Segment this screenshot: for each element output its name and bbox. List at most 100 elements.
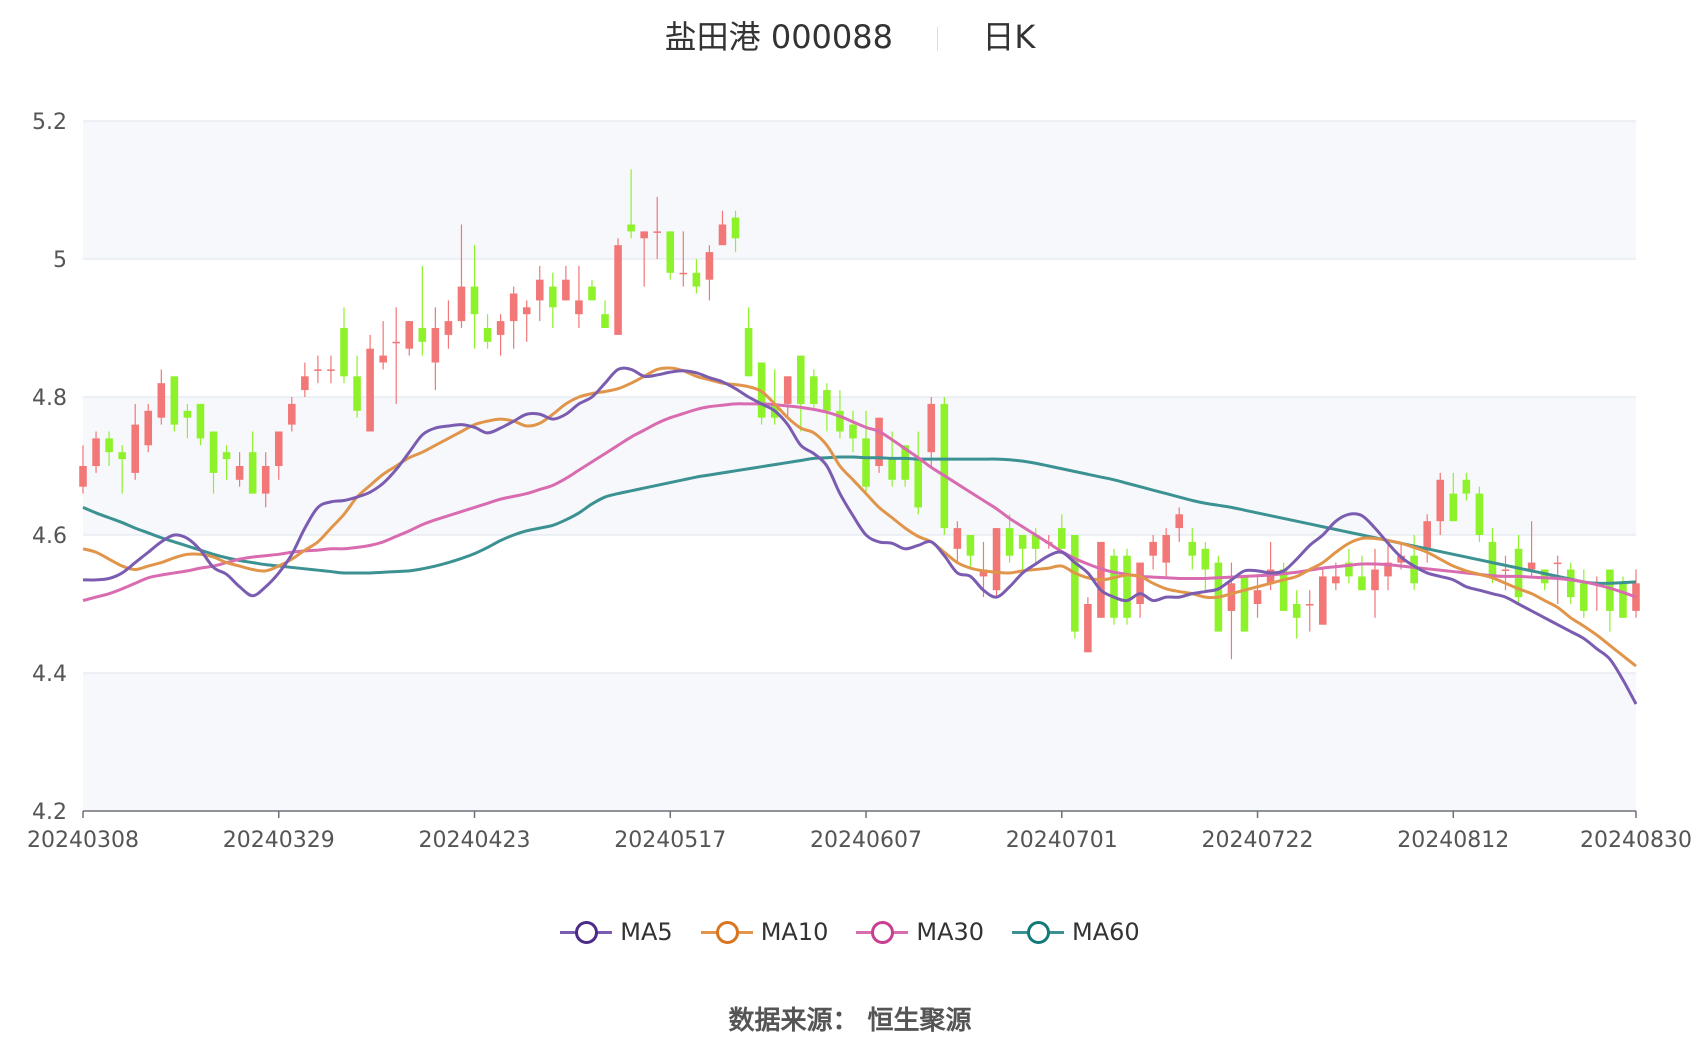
- y-tick-label: 4.8: [32, 386, 67, 411]
- candle-body: [1475, 493, 1484, 535]
- candle-body: [1253, 590, 1262, 604]
- candle: [1057, 514, 1066, 549]
- y-tick-label: 5.2: [32, 110, 67, 135]
- data-source: 数据来源： 恒生聚源: [728, 1006, 972, 1036]
- candle: [1606, 569, 1614, 632]
- candle-body: [1188, 541, 1197, 556]
- candle: [1319, 569, 1327, 625]
- candle-body: [1319, 576, 1327, 625]
- legend: MA5 MA10 MA30 MA60: [0, 918, 1700, 950]
- candle: [1593, 576, 1601, 611]
- candle: [679, 231, 688, 287]
- candle-body: [1031, 535, 1040, 549]
- y-tick-label: 4.6: [32, 524, 67, 549]
- series-line-ma30: [82, 402, 1637, 603]
- candle-body: [1071, 535, 1079, 632]
- legend-label: MA5: [620, 918, 673, 946]
- candle-body: [666, 231, 675, 273]
- candle-body: [327, 369, 335, 371]
- candle-body: [718, 224, 727, 246]
- candle: [196, 403, 205, 446]
- candle-body: [992, 528, 1001, 591]
- candle: [1162, 528, 1170, 577]
- candle: [614, 238, 622, 335]
- candle: [157, 369, 166, 425]
- legend-item-ma60[interactable]: MA60: [1012, 918, 1140, 946]
- candle-body: [614, 245, 622, 335]
- candle-body: [601, 314, 609, 328]
- candle: [836, 390, 844, 439]
- candle-body: [1501, 569, 1510, 571]
- candle: [810, 369, 818, 411]
- candle-body: [1619, 583, 1627, 618]
- candle-body: [248, 452, 257, 494]
- candle-body: [1018, 535, 1027, 549]
- candle-body: [1345, 562, 1353, 577]
- candle-body: [1462, 479, 1471, 494]
- candle: [431, 307, 440, 391]
- candle: [1475, 486, 1484, 542]
- candle: [653, 196, 662, 259]
- candle-body: [1305, 604, 1314, 606]
- candle: [640, 231, 648, 287]
- candle: [1423, 514, 1431, 563]
- candle: [1462, 472, 1471, 501]
- legend-label: MA10: [760, 918, 829, 946]
- legend-item-ma5[interactable]: MA5: [560, 918, 673, 946]
- candle-body: [1084, 604, 1092, 653]
- candle: [392, 307, 400, 404]
- candle-body: [1449, 493, 1458, 522]
- candle: [1358, 555, 1366, 591]
- candle: [496, 314, 505, 356]
- candle: [1305, 590, 1314, 632]
- candle-body: [1423, 521, 1431, 549]
- candle-body: [131, 424, 139, 473]
- candle: [823, 383, 831, 432]
- candle: [144, 403, 153, 453]
- candle-body: [575, 300, 583, 315]
- legend-item-ma30[interactable]: MA30: [856, 918, 984, 946]
- candle: [1527, 521, 1536, 577]
- candle: [288, 397, 296, 432]
- x-tick-label: 20240308: [27, 828, 139, 853]
- candle-body: [483, 328, 492, 342]
- candle: [1084, 597, 1092, 653]
- candle: [235, 452, 244, 487]
- legend-item-ma10[interactable]: MA10: [700, 918, 829, 946]
- stock-name: 盐田港 000088: [664, 18, 893, 56]
- candle-body: [1553, 562, 1562, 565]
- candle: [705, 245, 714, 301]
- candle-body: [836, 410, 844, 432]
- candle-body: [105, 438, 113, 453]
- grid-band: [83, 673, 1636, 811]
- candle-body: [862, 438, 870, 487]
- candle: [627, 169, 635, 239]
- candle-body: [118, 452, 126, 460]
- candle: [274, 431, 283, 480]
- candle: [1123, 548, 1131, 625]
- candle-body: [457, 286, 466, 322]
- candle: [862, 410, 870, 494]
- candle-body: [470, 286, 479, 315]
- candle-body: [966, 535, 975, 556]
- y-tick-label: 5: [53, 248, 67, 273]
- kline-chart: 4.2 4.4 4.6 4.8 5 5.2 20240308 20240329 2024042…: [27, 110, 1692, 853]
- candle-body: [157, 383, 166, 418]
- candle: [1201, 541, 1210, 591]
- candle-body: [1358, 576, 1366, 591]
- candle: [509, 286, 518, 349]
- candle: [1488, 528, 1497, 584]
- candle: [1110, 548, 1118, 625]
- candle-body: [1279, 569, 1288, 611]
- candle: [535, 265, 544, 322]
- candle-body: [392, 341, 400, 344]
- candle: [1371, 548, 1379, 618]
- candle-body: [301, 376, 309, 391]
- candle-body: [927, 403, 936, 453]
- candle-body: [1136, 562, 1144, 604]
- candle: [1449, 472, 1458, 522]
- grid-band: [83, 121, 1636, 259]
- candle-body: [366, 348, 374, 432]
- candle-body: [431, 328, 440, 363]
- candle: [783, 376, 792, 418]
